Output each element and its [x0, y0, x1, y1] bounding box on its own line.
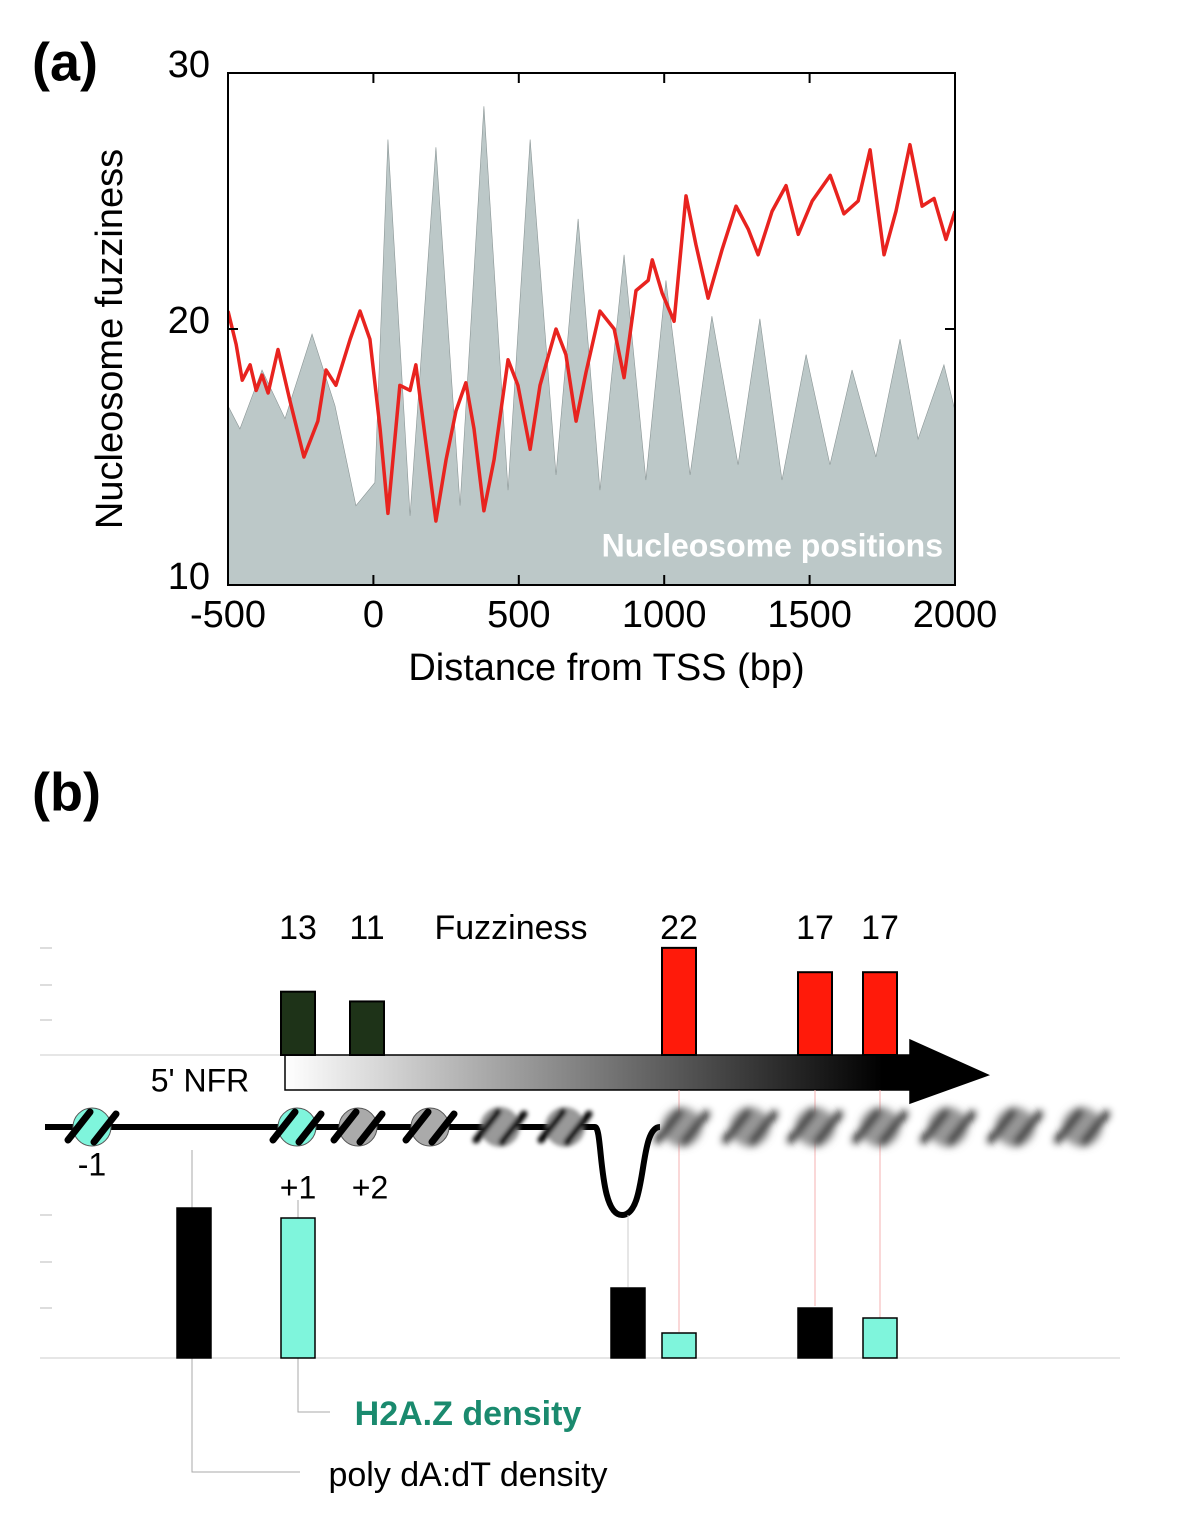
x-tick-label: 0: [363, 594, 384, 636]
polya-bar: [176, 1207, 212, 1359]
fuzziness-value: 17: [861, 909, 899, 947]
dna-wrap: [402, 1108, 432, 1144]
dna-wrap: [1013, 1110, 1043, 1146]
dna-wrap: [90, 1110, 120, 1146]
dna-wrap: [428, 1110, 458, 1146]
nucleosome: [722, 1107, 778, 1147]
x-tick-label: 1000: [622, 594, 707, 636]
h2az-label: H2A.Z density: [355, 1395, 582, 1433]
panel-label: (a): [32, 32, 98, 92]
nucleosome: [269, 1107, 325, 1147]
nucleosome: [920, 1107, 976, 1147]
dna-wrap: [787, 1108, 817, 1144]
plot-area: [228, 106, 955, 585]
dna-wrap: [878, 1110, 908, 1146]
fuzziness-bar: [862, 971, 898, 1057]
dna-wrap: [920, 1108, 950, 1144]
dna-wrap: [537, 1108, 567, 1144]
nucleosomes: [64, 1107, 1110, 1147]
dna-wrap: [852, 1108, 882, 1144]
line: [228, 142, 955, 523]
nucleosome: [402, 1107, 458, 1147]
y-tick-label: 10: [168, 556, 210, 598]
x-tick-label: 2000: [913, 594, 998, 636]
y-tick-label: 20: [168, 300, 210, 342]
h2az-bar: [661, 1332, 697, 1359]
fuzziness-value: 13: [279, 909, 317, 947]
nucleosome: [787, 1107, 843, 1147]
area: [228, 106, 955, 585]
y-axis-label: Nucleosome fuzziness: [89, 149, 131, 529]
nucleosome: [654, 1107, 710, 1147]
dna-wrap: [498, 1110, 528, 1146]
dna-wrap: [1080, 1110, 1110, 1146]
fuzziness-bar: [349, 1000, 385, 1056]
fuzziness-bar: [280, 990, 316, 1057]
polya-bar: [610, 1287, 646, 1359]
dna-wrap: [563, 1110, 593, 1146]
dna-wrap: [472, 1108, 502, 1144]
nfr-label: 5' NFR: [151, 1062, 250, 1098]
nucleosome: [537, 1107, 593, 1147]
nucleosome-label: +1: [280, 1169, 316, 1205]
y-tick-label: 30: [168, 44, 210, 86]
x-tick-label: -500: [190, 594, 266, 636]
dna-wrap: [64, 1108, 94, 1144]
dna-wrap: [722, 1108, 752, 1144]
x-axis-label: Distance from TSS (bp): [408, 647, 804, 689]
fuzziness-label: Fuzziness: [434, 909, 587, 947]
h2az-bar: [862, 1317, 898, 1359]
nucleosome: [1054, 1107, 1110, 1147]
scale-ticks: [40, 947, 52, 1309]
area-label: Nucleosome positions: [602, 527, 943, 563]
diagram: 5' NFR -1 +1 +2 Fuzziness H2A.Z density …: [40, 909, 1150, 1494]
nucleosome: [852, 1107, 908, 1147]
fuzziness-bar: [797, 971, 833, 1057]
fuzziness-value: 17: [796, 909, 834, 947]
chart: Nucleosome positions -500 0 500 1000 1500 2000…: [89, 44, 997, 689]
fuzziness-value: 22: [660, 909, 698, 947]
dna-wrap: [680, 1110, 710, 1146]
dna-wrap: [748, 1110, 778, 1146]
dna-wrap: [946, 1110, 976, 1146]
dna-wrap: [295, 1110, 325, 1146]
nucleosome: [472, 1107, 528, 1147]
x-tick-label: 1500: [767, 594, 852, 636]
fuzziness-bar: [661, 946, 697, 1056]
nucleosome: [64, 1107, 120, 1147]
dna-wrap: [269, 1108, 299, 1144]
polya-label: poly dA:dT density: [328, 1456, 607, 1494]
fuzziness-value: 11: [349, 909, 384, 947]
nucleosome: [987, 1107, 1043, 1147]
h2az-bar: [280, 1217, 316, 1359]
x-tick-label: 500: [487, 594, 550, 636]
nucleosome-label: +2: [352, 1169, 388, 1205]
dna-wrap: [654, 1108, 684, 1144]
dna-wrap: [330, 1108, 360, 1144]
polya-bar: [797, 1307, 833, 1359]
dna-wrap: [356, 1110, 386, 1146]
dna-wrap: [987, 1108, 1017, 1144]
panel-label: (b): [32, 762, 101, 822]
nucleosome-label: -1: [78, 1146, 106, 1182]
nucleosome: [330, 1107, 386, 1147]
dna-wrap: [813, 1110, 843, 1146]
dna: [45, 1124, 661, 1219]
dna-wrap: [1054, 1108, 1084, 1144]
